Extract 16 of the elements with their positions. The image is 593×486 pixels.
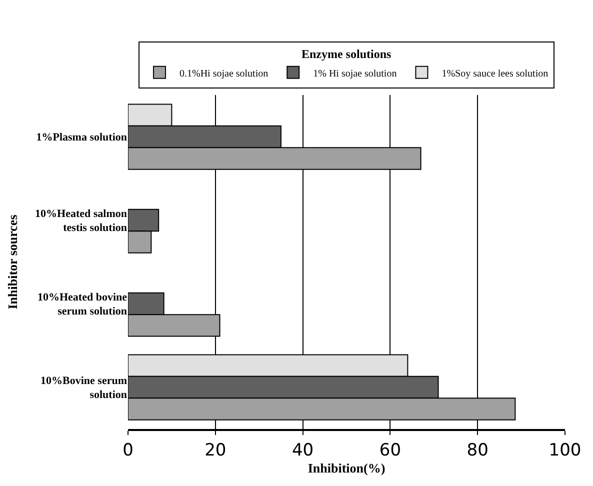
legend-label: 0.1%Hi sojae solution (180, 68, 268, 80)
y-tick-label: 10%Heated salmon testis solution (35, 208, 127, 234)
x-tick-label: 0 (122, 440, 134, 460)
legend-title: Enzyme solutions (301, 46, 392, 61)
y-tick-label: 1%Plasma solution (36, 132, 127, 144)
legend-label: 1% Hi sojae solution (313, 68, 397, 80)
x-tick-label: 60 (379, 440, 402, 460)
x-tick-label: 80 (466, 440, 488, 460)
legend-label: 1%Soy sauce lees solution (442, 68, 548, 80)
y-axis-title: Inhibitor sources (4, 214, 20, 310)
y-tick-label: 10%Heated bovine serum solution (37, 291, 128, 318)
x-axis-title: Inhibition(%) (308, 460, 386, 476)
x-tick-label: 40 (292, 440, 314, 460)
x-tick-label: 100 (548, 440, 582, 460)
y-tick-label: 10%Bovine serum solution (40, 374, 127, 402)
x-tick-label: 20 (204, 440, 226, 460)
